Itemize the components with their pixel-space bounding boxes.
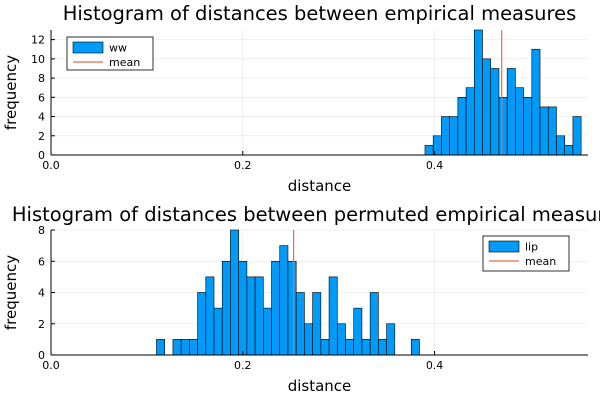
histogram-bar (279, 245, 289, 356)
histogram-bar (498, 97, 508, 156)
chart-1: 0.0 0.2 0.4 0 2 4 6 8 10 12 Histogram of distances… (2, 2, 588, 195)
y-tick-label: 8 (38, 224, 45, 237)
histogram-bar (572, 116, 582, 156)
histogram-bar (221, 260, 231, 356)
y-tick-label: 12 (31, 34, 45, 47)
y-tick-label: 0 (38, 349, 45, 362)
histogram-bar (369, 292, 379, 356)
y-axis-label: frequency (2, 255, 20, 330)
histogram-bar (271, 260, 281, 356)
histogram-bar (523, 97, 533, 156)
histogram-bar (263, 307, 272, 356)
legend-label-mean: mean (109, 56, 140, 69)
histogram-bar (345, 339, 355, 356)
histogram-bar (172, 339, 182, 356)
histogram-bar (449, 116, 459, 156)
y-tick-label: 6 (38, 91, 45, 104)
histogram-bar (304, 323, 313, 356)
histogram-bar (361, 339, 371, 356)
y-tick-label: 4 (38, 111, 45, 124)
x-tick-label: 0.4 (426, 159, 444, 172)
histogram-bar (564, 145, 574, 156)
histogram-bar (547, 106, 557, 156)
histogram-bar (287, 260, 297, 356)
y-tick-label: 4 (38, 287, 45, 300)
histogram-bar (238, 260, 248, 356)
y-tick-label: 8 (38, 72, 45, 85)
x-tick-label: 0.2 (234, 359, 252, 372)
histogram-bar (254, 276, 264, 356)
x-tick-label: 0.4 (426, 359, 444, 372)
histogram-bar (515, 87, 524, 156)
histogram-bar (246, 276, 256, 356)
histogram-bar (205, 276, 215, 356)
histogram-bar (230, 229, 239, 356)
histogram-bar (424, 145, 434, 156)
legend-label-series: ww (109, 42, 127, 55)
y-tick-label: 0 (38, 149, 45, 162)
histogram-bar (465, 87, 475, 156)
histogram-bar (180, 339, 190, 356)
histogram-bar (378, 339, 387, 356)
histogram-bar (320, 339, 330, 356)
histogram-bar (441, 116, 450, 156)
x-axis-label: distance (288, 377, 352, 395)
y-tick-label: 6 (38, 255, 45, 268)
histogram-bar (386, 323, 396, 356)
x-tick-label: 0.0 (42, 159, 60, 172)
x-tick-label: 0.0 (42, 359, 60, 372)
histogram-bar (539, 106, 549, 156)
histogram-bar (506, 68, 516, 156)
histogram-bar (410, 339, 420, 356)
y-tick-label: 2 (38, 318, 45, 331)
legend-label-mean: mean (525, 255, 556, 268)
histogram-bar (295, 292, 305, 356)
histogram-bar (328, 276, 338, 356)
histogram-bar (473, 29, 483, 156)
histogram-bar (336, 323, 346, 356)
legend-swatch-bars (72, 41, 104, 54)
legend-label-series: lip (525, 241, 538, 254)
histogram-bar (213, 307, 223, 356)
legend-swatch-bars (488, 240, 520, 253)
histogram-bar (312, 292, 322, 356)
chart-title: Histogram of distances between empirical… (63, 2, 577, 25)
histogram-bar (482, 58, 492, 156)
histogram-bar (189, 339, 198, 356)
chart-title: Histogram of distances between permuted … (12, 203, 600, 226)
y-axis-label: frequency (2, 55, 20, 130)
x-tick-label: 0.2 (234, 159, 252, 172)
histogram-bar (156, 339, 166, 356)
y-tick-label: 10 (31, 53, 45, 66)
histogram-bar (353, 307, 363, 356)
x-axis-label: distance (288, 177, 352, 195)
histogram-bar (490, 68, 500, 156)
histogram-bar (457, 97, 467, 156)
histogram-bar (197, 292, 207, 356)
histogram-bar (556, 135, 565, 156)
y-tick-label: 2 (38, 130, 45, 143)
histogram-bar (531, 48, 541, 156)
